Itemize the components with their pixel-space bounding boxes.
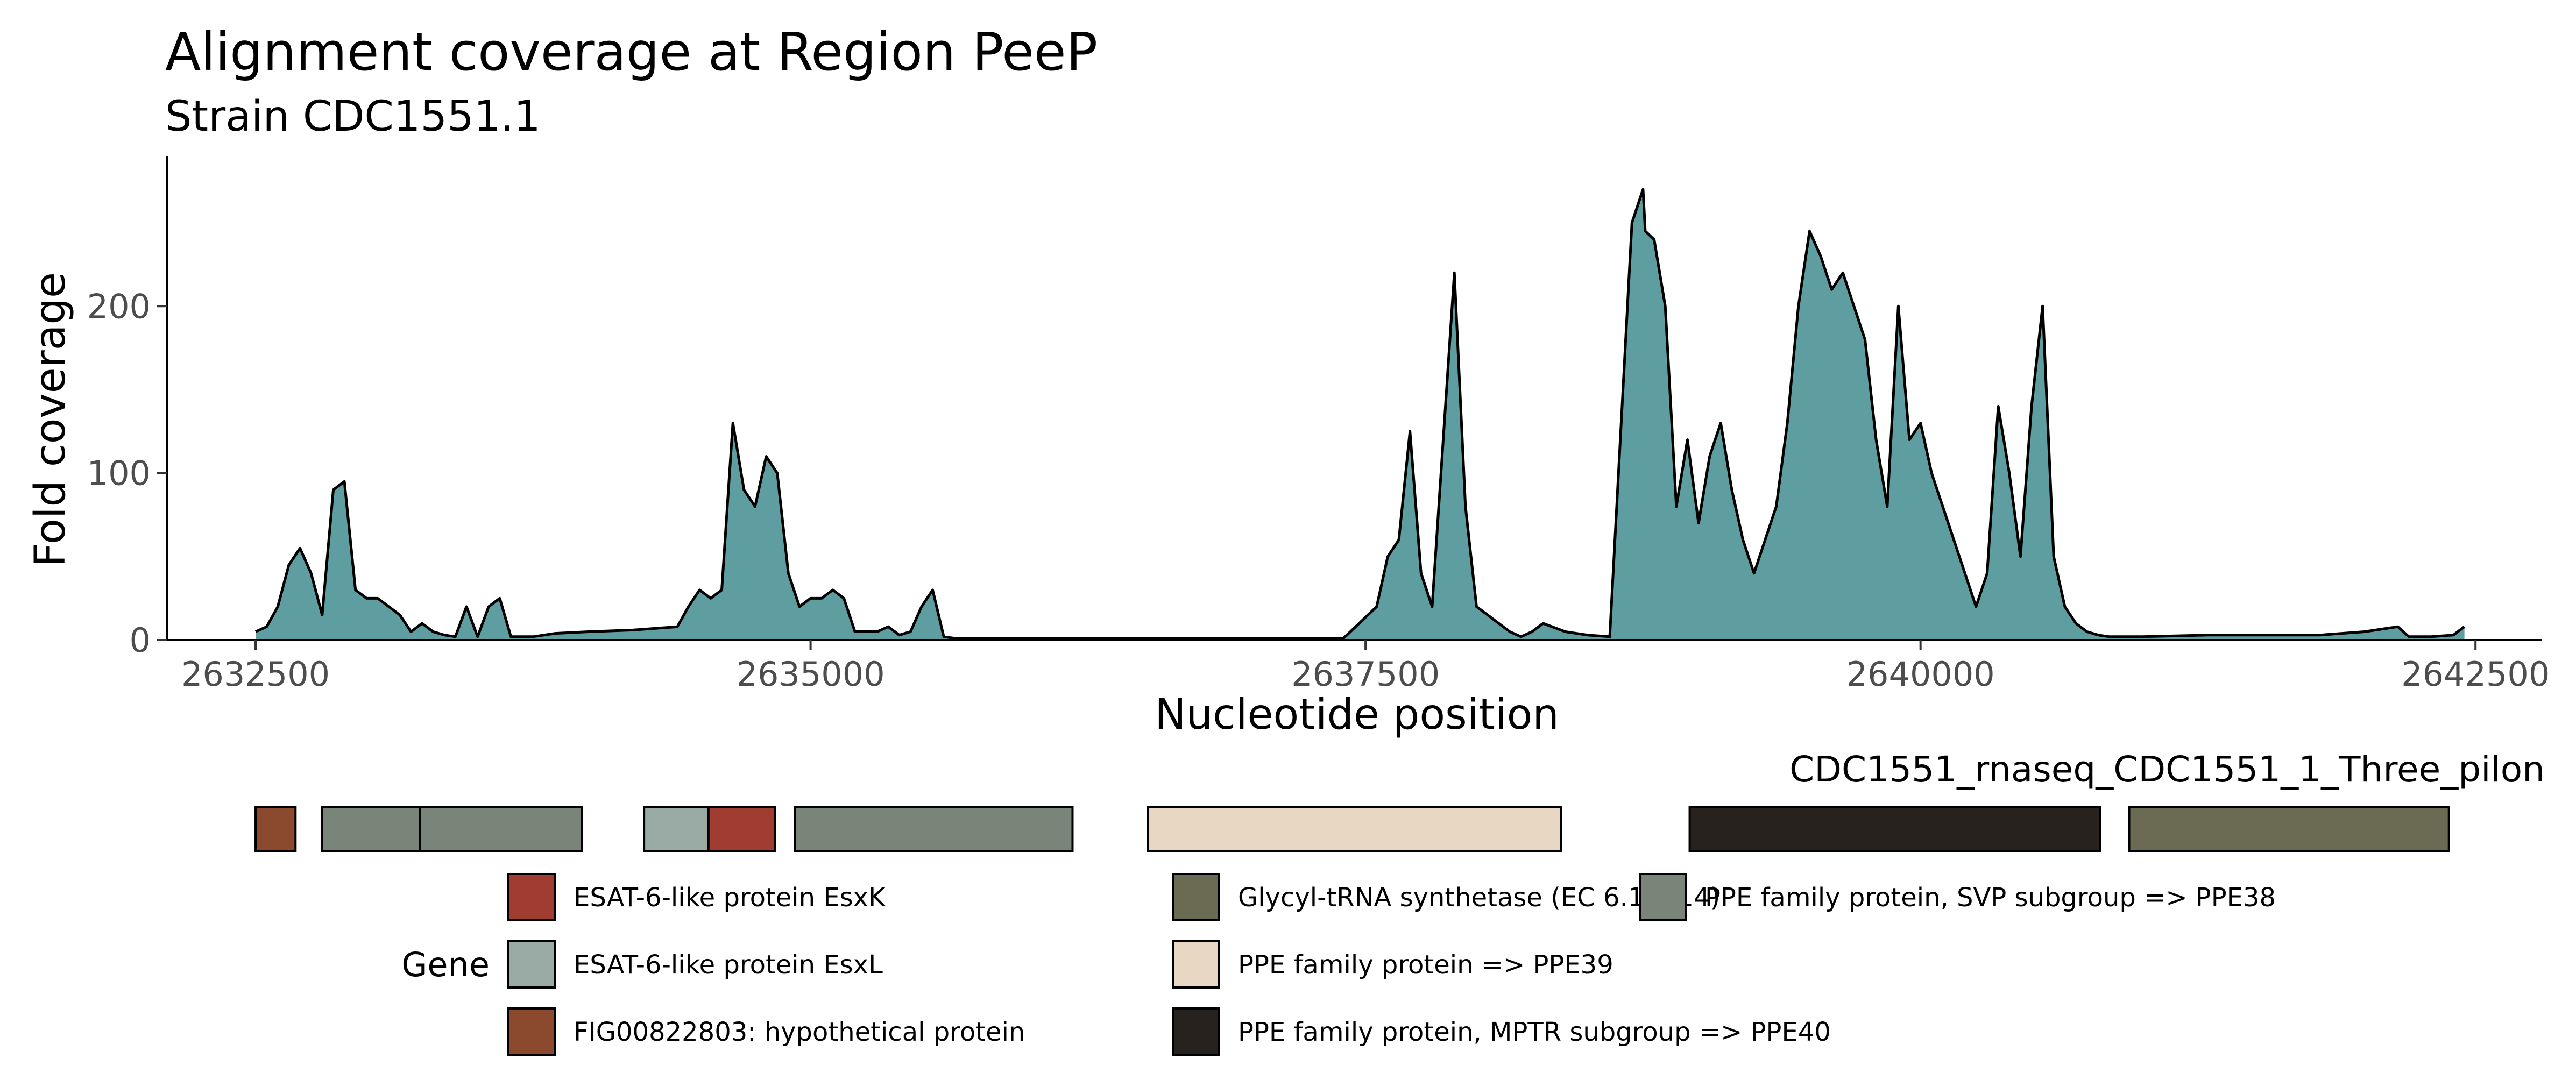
legend-key [507,873,556,921]
y-tick-label: 0 [130,621,151,660]
gene-legend: Gene ESAT-6-like protein EsxKESAT-6-like… [401,873,2276,1056]
gene-block [1688,806,2101,852]
legend-label: PPE family protein, MPTR subgroup => PPE… [1238,1017,1831,1047]
y-ticks: 0 100 200 [87,287,167,660]
legend-key [507,940,556,989]
legend-key [1639,873,1687,921]
gene-block [419,806,583,852]
track-label: CDC1551_rnaseq_CDC1551_1_Three_pilon [1789,749,2545,790]
gene-block [794,806,1074,852]
legend-title: Gene [401,945,490,984]
gene-block [254,806,297,852]
gene-block [321,806,421,852]
x-tick-label: 2642500 [2401,655,2550,694]
y-axis-title: Fold coverage [26,272,75,567]
gene-track [254,806,2450,852]
x-tick-label: 2632500 [181,655,330,694]
legend-entries: ESAT-6-like protein EsxK ESAT-6-like prot… [507,873,2276,1056]
chart-subtitle: Strain CDC1551.1 [165,93,541,141]
x-tick-label: 2640000 [1846,655,1995,694]
x-axis-title: Nucleotide position [1155,691,1559,739]
gene-block [643,806,710,852]
legend-key [1172,940,1220,989]
gene-block [2128,806,2450,852]
x-ticks: 2632500 2635000 2637500 2640000 2642500 [181,640,2550,694]
gene-block [1147,806,1562,852]
chart-title: Alignment coverage at Region PeeP [165,22,1098,82]
coverage-area [256,189,2465,641]
gene-block [707,806,776,852]
legend-key [1172,1007,1220,1056]
legend-key [1172,873,1220,921]
x-tick-label: 2635000 [737,655,885,694]
y-tick-label: 200 [87,287,151,326]
coverage-line [254,188,2466,640]
legend-label: FIG00822803: hypothetical protein [574,1017,1025,1047]
legend-label: ESAT-6-like protein EsxK [574,883,886,913]
legend-key [507,1007,556,1056]
plot-area [254,188,2466,641]
y-tick-label: 100 [87,454,151,493]
legend-label: PPE family protein, SVP subgroup => PPE3… [1705,883,2276,913]
legend-label: PPE family protein => PPE39 [1238,950,1613,980]
axes: 2632500 2635000 2637500 2640000 2642500 0 100… [87,156,2550,694]
x-tick-label: 2637500 [1291,655,1440,694]
legend-label: ESAT-6-like protein EsxL [574,950,883,980]
